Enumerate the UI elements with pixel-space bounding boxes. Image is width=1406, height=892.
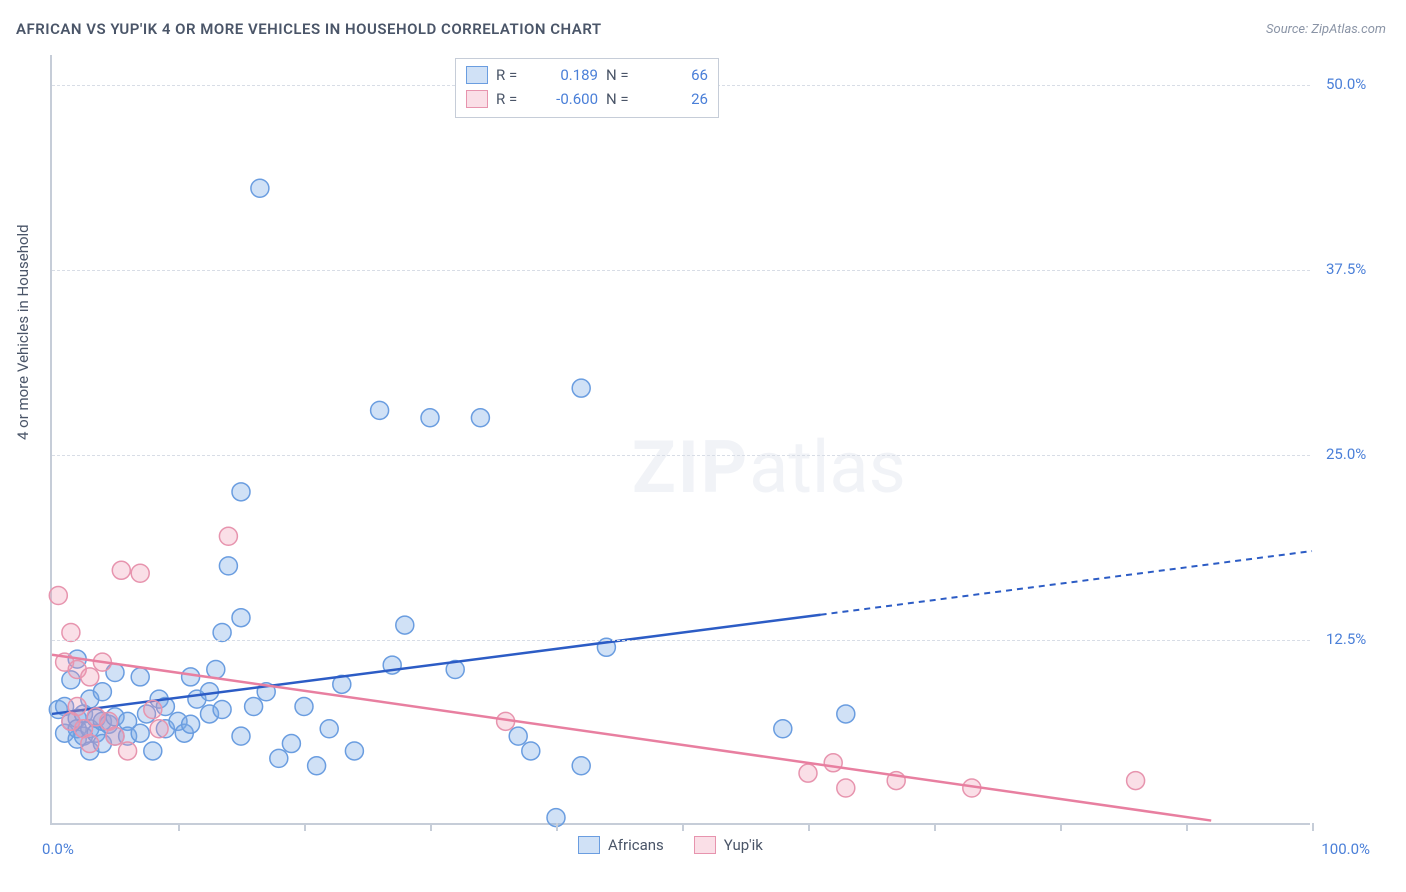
scatter-point: [207, 661, 225, 679]
n-value-yupik: 26: [648, 90, 708, 108]
scatter-point: [396, 616, 414, 634]
n-label: N =: [606, 90, 640, 108]
y-axis-label: 4 or more Vehicles in Household: [14, 224, 32, 440]
plot-area: ZIPatlas: [50, 55, 1310, 825]
x-tick: [304, 823, 306, 831]
scatter-point: [219, 557, 237, 575]
scatter-point: [144, 701, 162, 719]
scatter-point: [251, 179, 269, 197]
x-tick: [1060, 823, 1062, 831]
scatter-point: [837, 705, 855, 723]
legend-row-yupik: R = -0.600 N = 26: [466, 87, 708, 111]
n-label: N =: [606, 66, 640, 84]
scatter-point: [62, 624, 80, 642]
x-tick: [178, 823, 180, 831]
x-tick: [808, 823, 810, 831]
scatter-point: [182, 668, 200, 686]
scatter-point: [837, 779, 855, 797]
scatter-point: [213, 624, 231, 642]
scatter-point: [308, 757, 326, 775]
x-axis-left-label: 0.0%: [42, 840, 74, 858]
chart-title: AFRICAN VS YUP'IK 4 OR MORE VEHICLES IN …: [16, 20, 602, 38]
scatter-point: [799, 764, 817, 782]
legend-label-africans: Africans: [608, 836, 664, 854]
swatch-blue-icon: [578, 836, 600, 854]
x-tick: [934, 823, 936, 831]
scatter-point: [213, 701, 231, 719]
legend-row-africans: R = 0.189 N = 66: [466, 63, 708, 87]
scatter-point: [219, 527, 237, 545]
swatch-pink-icon: [694, 836, 716, 854]
scatter-point: [131, 668, 149, 686]
x-tick: [556, 823, 558, 831]
y-tick-label: 12.5%: [1326, 630, 1366, 648]
scatter-point: [774, 720, 792, 738]
scatter-point: [371, 401, 389, 419]
scatter-point: [150, 720, 168, 738]
scatter-point: [509, 727, 527, 745]
scatter-point: [345, 742, 363, 760]
scatter-point: [81, 735, 99, 753]
scatter-point: [106, 727, 124, 745]
scatter-point: [295, 698, 313, 716]
scatter-point: [471, 409, 489, 427]
x-tick: [682, 823, 684, 831]
x-tick: [1312, 823, 1314, 831]
swatch-pink-icon: [466, 90, 488, 108]
scatter-point: [270, 749, 288, 767]
scatter-point: [81, 668, 99, 686]
r-label: R =: [496, 66, 530, 84]
x-tick: [1186, 823, 1188, 831]
x-tick: [430, 823, 432, 831]
r-label: R =: [496, 90, 530, 108]
scatter-point: [282, 735, 300, 753]
scatter-point: [131, 724, 149, 742]
scatter-point: [421, 409, 439, 427]
scatter-point: [572, 379, 590, 397]
trend-line: [52, 655, 1211, 821]
trend-line: [52, 615, 821, 714]
scatter-point: [68, 698, 86, 716]
scatter-point: [522, 742, 540, 760]
scatter-point: [572, 757, 590, 775]
n-value-africans: 66: [648, 66, 708, 84]
y-tick-label: 50.0%: [1326, 75, 1366, 93]
scatter-point: [232, 483, 250, 501]
scatter-point: [232, 609, 250, 627]
trend-line-extension: [821, 551, 1312, 615]
gridline: [52, 640, 1310, 641]
r-value-yupik: -0.600: [538, 90, 598, 108]
y-tick-label: 37.5%: [1326, 260, 1366, 278]
r-value-africans: 0.189: [538, 66, 598, 84]
source-label: Source: ZipAtlas.com: [1266, 22, 1386, 37]
chart-header: AFRICAN VS YUP'IK 4 OR MORE VEHICLES IN …: [16, 20, 1386, 38]
chart-svg: [52, 55, 1310, 823]
scatter-point: [93, 683, 111, 701]
y-tick-label: 25.0%: [1326, 445, 1366, 463]
scatter-point: [1127, 772, 1145, 790]
series-legend: Africans Yup'ik: [578, 836, 763, 854]
scatter-point: [112, 561, 130, 579]
scatter-point: [119, 742, 137, 760]
legend-item-africans: Africans: [578, 836, 664, 854]
legend-label-yupik: Yup'ik: [724, 836, 763, 854]
scatter-point: [182, 715, 200, 733]
gridline: [52, 455, 1310, 456]
legend-item-yupik: Yup'ik: [694, 836, 763, 854]
gridline: [52, 270, 1310, 271]
scatter-point: [232, 727, 250, 745]
swatch-blue-icon: [466, 66, 488, 84]
scatter-point: [245, 698, 263, 716]
scatter-point: [49, 586, 67, 604]
scatter-point: [144, 742, 162, 760]
scatter-point: [320, 720, 338, 738]
x-axis-right-label: 100.0%: [1321, 840, 1370, 858]
correlation-legend: R = 0.189 N = 66 R = -0.600 N = 26: [455, 58, 719, 118]
scatter-point: [824, 754, 842, 772]
scatter-point: [131, 564, 149, 582]
